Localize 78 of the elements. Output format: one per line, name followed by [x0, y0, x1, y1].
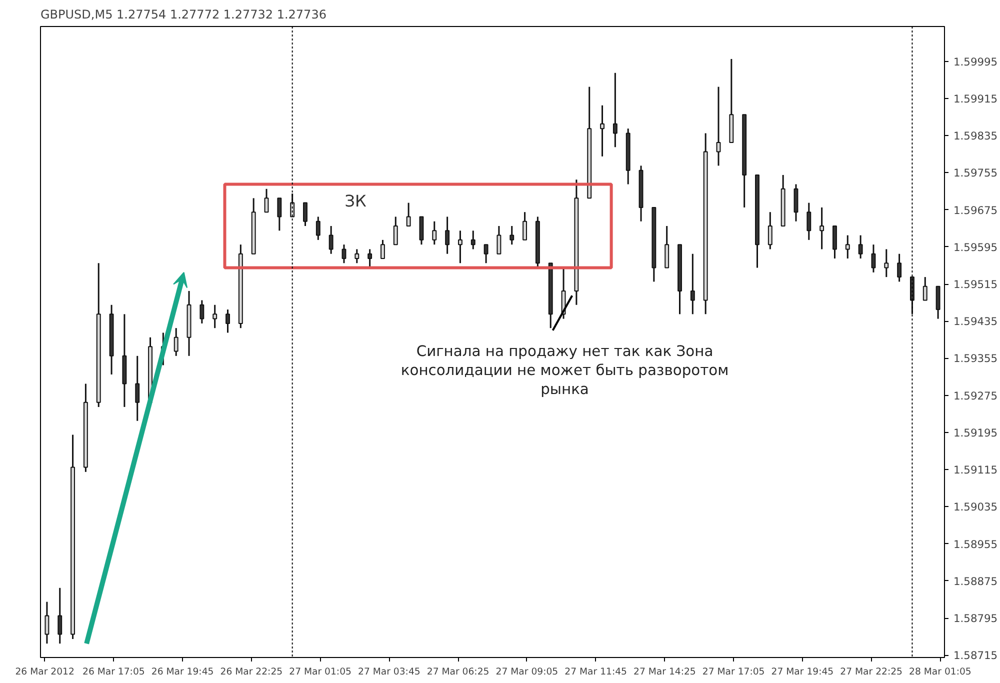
- candlestick: [496, 225, 502, 255]
- candlestick: [690, 253, 695, 315]
- candlestick: [470, 230, 476, 250]
- candlestick: [316, 216, 320, 241]
- candlestick: [303, 202, 308, 227]
- y-tick-label: 1.59595: [954, 240, 998, 254]
- y-tick-label: 1.59115: [954, 464, 998, 477]
- x-tick-label: 27 Mar 09:05: [496, 666, 558, 678]
- candlestick: [458, 230, 462, 264]
- y-tick-label: 1.59435: [954, 315, 998, 328]
- x-tick-label: 27 Mar 17:05: [702, 666, 765, 678]
- x-tick-label: 26 Mar 22:25: [220, 666, 283, 678]
- y-tick-label: 1.59835: [954, 130, 998, 143]
- x-tick-label: 26 Mar 17:05: [82, 666, 145, 678]
- candlestick: [820, 206, 824, 250]
- candlestick: [897, 253, 902, 282]
- x-tick-label: 28 Mar 01:05: [909, 666, 972, 678]
- x-tick-label: 27 Mar 03:45: [358, 666, 420, 678]
- candlestick: [406, 202, 411, 227]
- candlestick: [612, 72, 618, 148]
- candlestick: [445, 216, 450, 255]
- x-tick-label: 27 Mar 19:45: [771, 666, 834, 678]
- candlestick: [419, 216, 424, 246]
- y-tick-label: 1.59275: [954, 389, 998, 402]
- candlestick: [380, 239, 385, 260]
- y-tick-label: 1.58715: [954, 649, 998, 662]
- candlestick: [135, 355, 140, 422]
- candlestick: [858, 234, 863, 260]
- y-tick-label: 1.59035: [954, 500, 998, 514]
- y-tick-label: 1.59755: [954, 166, 998, 180]
- candlestick: [393, 216, 398, 246]
- candlestick: [806, 202, 812, 241]
- candlestick: [716, 86, 721, 166]
- candlestick: [664, 225, 670, 269]
- candlestick: [600, 104, 604, 158]
- y-tick-label: 1.58875: [954, 574, 998, 588]
- candlestick: [328, 225, 334, 255]
- candlestick: [510, 225, 514, 246]
- candlestick: [484, 244, 488, 264]
- candlestick: [264, 188, 269, 213]
- candlestick: [884, 248, 889, 278]
- x-tick-label: 27 Mar 01:05: [289, 666, 352, 678]
- candlestick: [354, 248, 360, 264]
- candlestick: [174, 327, 178, 357]
- candlestick: [212, 304, 218, 329]
- x-tick-label: 26 Mar 2012: [15, 666, 74, 678]
- y-tick-label: 1.58955: [954, 538, 998, 551]
- candlestick: [768, 211, 772, 250]
- candlestick: [845, 234, 850, 260]
- chart-title: GBPUSD,M5 1.27754 1.27772 1.27732 1.27736: [40, 8, 326, 22]
- x-tick-label: 26 Mar 19:45: [151, 666, 214, 678]
- candlestick: [368, 248, 372, 269]
- candlestick: [522, 211, 528, 241]
- x-tick-label: 27 Mar 11:45: [564, 666, 628, 678]
- y-tick-label: 1.59675: [954, 204, 998, 217]
- y-tick-label: 1.59915: [954, 92, 998, 106]
- x-tick-label: 27 Mar 22:25: [840, 666, 903, 678]
- y-tick-label: 1.58795: [954, 612, 998, 626]
- candlestick: [871, 244, 876, 274]
- candlestick: [922, 276, 928, 301]
- candlestick: [44, 601, 50, 644]
- candlestick: [832, 225, 837, 260]
- annotation: Сигнала на продажу нет так как Зона консолидации не может быть разворотом рынка: [400, 343, 729, 398]
- candlestick: [58, 587, 62, 644]
- candlestick: [342, 244, 346, 264]
- candlestick: [936, 286, 940, 320]
- y-tick-label: 1.59195: [954, 426, 998, 440]
- candlestick: [277, 197, 282, 232]
- candlestick: [432, 220, 437, 246]
- y-tick-label: 1.59355: [954, 352, 998, 366]
- candlestick: [794, 184, 798, 222]
- y-tick-label: 1.59515: [954, 278, 998, 292]
- candlestick: [200, 299, 204, 324]
- y-tick-label: 1.59995: [954, 55, 998, 68]
- candlestick: [226, 308, 230, 334]
- annotation: ЗК: [344, 191, 367, 210]
- x-tick-label: 27 Mar 06:25: [426, 666, 490, 678]
- x-tick-label: 27 Mar 14:25: [634, 666, 696, 678]
